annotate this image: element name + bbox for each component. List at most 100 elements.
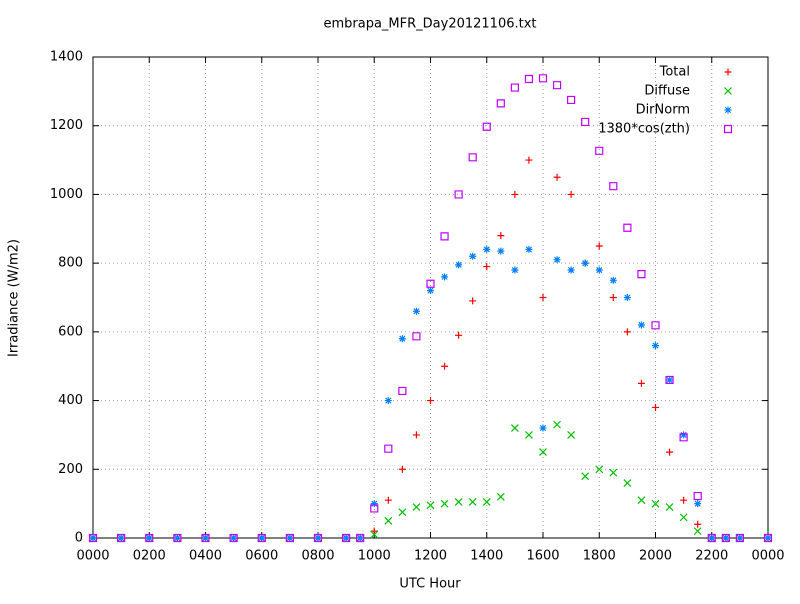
- data-point: [666, 376, 674, 384]
- data-point: [258, 534, 266, 542]
- data-point: [539, 294, 547, 301]
- data-point: [398, 465, 406, 473]
- data-point: [595, 465, 604, 474]
- x-tick-label: 2000: [639, 549, 672, 564]
- data-point: [285, 533, 294, 543]
- data-point: [257, 533, 266, 543]
- data-point: [469, 297, 477, 305]
- y-tick-label: 1200: [50, 118, 83, 133]
- data-point: [609, 276, 617, 284]
- data-point: [567, 95, 576, 105]
- data-point: [412, 332, 421, 341]
- data-point: [552, 81, 562, 90]
- data-point: [398, 508, 407, 517]
- data-point: [637, 321, 645, 329]
- data-point: [637, 270, 646, 279]
- data-point: [510, 424, 519, 432]
- data-point: [454, 498, 463, 506]
- data-point: [370, 500, 378, 508]
- legend-marker: [724, 68, 732, 76]
- data-point: [539, 448, 547, 457]
- x-tick-label: 1800: [583, 549, 616, 564]
- data-point: [426, 279, 435, 288]
- data-point: [454, 190, 463, 199]
- data-point: [581, 117, 590, 127]
- data-point: [483, 263, 491, 271]
- data-point: [694, 520, 702, 528]
- data-point: [117, 533, 126, 543]
- y-tick-label: 200: [58, 462, 83, 477]
- data-point: [286, 534, 294, 542]
- data-point: [651, 499, 660, 508]
- data-point: [384, 397, 392, 405]
- x-tick-label: 0000: [76, 549, 109, 564]
- data-point: [595, 146, 604, 155]
- x-tick-label: 0400: [189, 549, 222, 564]
- data-point: [427, 397, 434, 405]
- data-point: [370, 504, 379, 513]
- data-point: [427, 287, 434, 295]
- data-point: [497, 247, 505, 255]
- legend-marker: [724, 87, 732, 95]
- data-point: [637, 496, 646, 505]
- data-point: [609, 182, 618, 191]
- data-point: [412, 431, 420, 439]
- data-point: [441, 273, 449, 281]
- data-point: [525, 156, 533, 164]
- data-point: [496, 492, 505, 501]
- data-point: [581, 472, 590, 481]
- data-point: [370, 527, 378, 535]
- data-point: [666, 448, 674, 456]
- legend-marker: [724, 106, 732, 114]
- data-point: [651, 321, 660, 330]
- data-point: [173, 533, 182, 543]
- legend-label: Total: [659, 65, 690, 80]
- data-point: [88, 533, 98, 543]
- data-point: [553, 420, 561, 429]
- data-point: [679, 513, 688, 522]
- data-point: [229, 533, 238, 543]
- data-point: [117, 534, 125, 542]
- data-point: [567, 431, 576, 439]
- data-point: [145, 534, 153, 542]
- data-point: [398, 386, 407, 396]
- data-point: [538, 74, 548, 83]
- plot-border: [92, 56, 769, 539]
- chart-title: embrapa_MFR_Day20121106.txt: [323, 17, 536, 32]
- data-point: [553, 256, 561, 264]
- data-point: [314, 534, 322, 542]
- x-tick-label: 1200: [414, 549, 447, 564]
- data-point: [665, 503, 674, 512]
- data-point: [202, 534, 209, 542]
- data-point: [595, 266, 603, 274]
- data-point: [694, 500, 702, 508]
- data-point: [553, 173, 561, 181]
- data-point: [525, 245, 533, 253]
- data-point: [412, 503, 421, 512]
- data-point: [693, 491, 702, 501]
- data-point: [201, 533, 210, 543]
- data-point: [665, 375, 674, 385]
- data-point: [342, 533, 351, 543]
- data-point: [609, 468, 618, 477]
- data-point: [384, 516, 393, 525]
- data-point: [468, 498, 477, 506]
- data-point: [721, 533, 730, 543]
- y-tick-label: 1400: [50, 50, 83, 65]
- data-point: [652, 342, 659, 350]
- data-point: [469, 252, 477, 260]
- data-point: [497, 232, 505, 240]
- legend-label: 1380*cos(zth): [598, 122, 690, 137]
- data-point: [511, 266, 519, 274]
- data-point: [623, 328, 631, 336]
- data-point: [455, 261, 463, 269]
- data-point: [356, 533, 365, 543]
- legend-marker: [723, 124, 733, 134]
- data-point: [398, 335, 406, 343]
- data-point: [440, 232, 449, 241]
- data-point: [89, 534, 97, 542]
- data-point: [637, 379, 645, 387]
- data-point: [595, 242, 603, 250]
